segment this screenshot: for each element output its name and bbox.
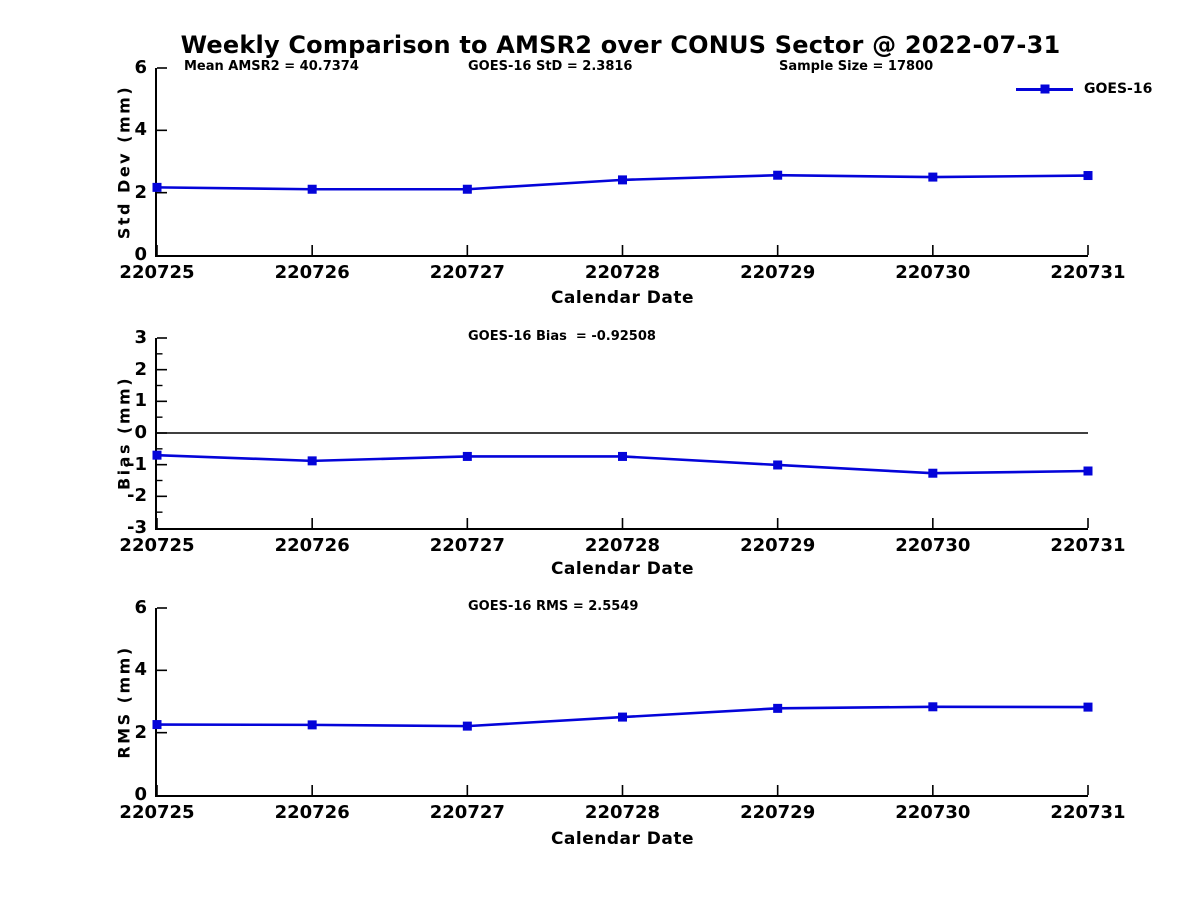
data-point-marker xyxy=(152,450,162,460)
x-tick-label: 220730 xyxy=(895,535,971,556)
x-tick-label: 220730 xyxy=(895,802,971,823)
data-point-marker xyxy=(773,703,783,713)
chart-block-bias: Bias (mm) GOES-16 Bias = -0.92508 Calend… xyxy=(115,327,1126,579)
y-tick-label: 6 xyxy=(134,597,147,618)
x-axis-label: Calendar Date xyxy=(550,829,695,849)
data-point-marker xyxy=(773,460,783,470)
x-tick-label: 220726 xyxy=(274,535,350,556)
x-tick-label: 220725 xyxy=(119,262,195,283)
legend-square-marker-icon xyxy=(1040,84,1049,94)
y-tick-label: 2 xyxy=(134,721,147,743)
data-point-marker xyxy=(618,451,627,461)
y-tick-label: 6 xyxy=(134,57,147,78)
data-point-marker xyxy=(152,720,162,730)
y-tick-label: 4 xyxy=(134,119,147,141)
x-tick-label: 220727 xyxy=(429,802,505,823)
legend-line-sample xyxy=(1016,84,1073,94)
y-tick-label: 2 xyxy=(134,181,147,203)
data-point-marker xyxy=(1083,702,1093,712)
x-tick-label: 220731 xyxy=(1050,802,1126,823)
data-point-marker xyxy=(928,172,938,182)
data-point-marker xyxy=(152,182,162,192)
plot-area xyxy=(152,337,1093,528)
y-axis-label: Std Dev (mm) xyxy=(114,84,134,239)
y-tick-label: 4 xyxy=(134,659,147,681)
y-tick-label: -3 xyxy=(127,517,147,538)
data-point-marker xyxy=(1083,466,1093,476)
x-tick-label: 220731 xyxy=(1050,262,1126,283)
data-point-marker xyxy=(462,721,472,731)
data-point-marker xyxy=(462,184,472,194)
x-tick-label: 220730 xyxy=(895,262,971,283)
x-tick-label: 220731 xyxy=(1050,535,1126,556)
y-tick-label: 0 xyxy=(134,244,147,265)
chart-block-rms: RMS (mm) GOES-16 RMS = 2.5549 Calendar D… xyxy=(115,597,1126,849)
x-tick-label: 220729 xyxy=(740,802,816,823)
data-point-marker xyxy=(462,451,472,461)
x-tick-label: 220727 xyxy=(429,262,505,283)
x-tick-label: 220729 xyxy=(740,262,816,283)
annotation-goes16-std: GOES-16 StD = 2.3816 xyxy=(468,59,633,74)
data-point-marker xyxy=(307,720,317,730)
y-tick-label: 1 xyxy=(134,390,147,412)
x-axis-label: Calendar Date xyxy=(550,288,695,308)
data-point-marker xyxy=(618,175,627,185)
x-tick-label: 220728 xyxy=(584,535,661,556)
data-point-marker xyxy=(928,468,938,478)
x-tick-label: 220726 xyxy=(274,262,350,283)
y-tick-label: -1 xyxy=(127,453,147,475)
legend: GOES-16 xyxy=(1016,80,1152,98)
annotation-mean-amsr2: Mean AMSR2 = 40.7374 xyxy=(184,59,359,74)
x-tick-label: 220729 xyxy=(740,535,816,556)
data-point-marker xyxy=(928,702,938,712)
annotation-sample-size: Sample Size = 17800 xyxy=(779,59,934,74)
y-tick-label: 0 xyxy=(134,784,147,805)
y-tick-label: 0 xyxy=(134,422,147,443)
x-tick-label: 220725 xyxy=(119,535,195,556)
x-tick-label: 220727 xyxy=(429,535,505,556)
annotation-goes16-rms: GOES-16 RMS = 2.5549 xyxy=(468,599,639,614)
y-tick-label: -2 xyxy=(127,485,147,507)
data-point-marker xyxy=(773,170,783,180)
data-point-marker xyxy=(307,456,317,466)
data-point-marker xyxy=(618,712,627,722)
x-tick-label: 220725 xyxy=(119,802,195,823)
plot-area xyxy=(152,67,1093,255)
annotation-goes16-bias: GOES-16 Bias = -0.92508 xyxy=(468,329,656,344)
x-tick-label: 220728 xyxy=(584,262,661,283)
chart-block-stddev: Std Dev (mm) Mean AMSR2 = 40.7374 GOES-1… xyxy=(115,57,1153,308)
y-tick-label: 3 xyxy=(134,327,147,348)
legend-label: GOES-16 xyxy=(1084,81,1153,97)
x-tick-label: 220728 xyxy=(584,802,661,823)
x-tick-label: 220726 xyxy=(274,802,350,823)
y-tick-label: 2 xyxy=(134,358,147,380)
chart-title: Weekly Comparison to AMSR2 over CONUS Se… xyxy=(180,31,1061,59)
plot-area xyxy=(152,607,1093,795)
data-point-marker xyxy=(1083,171,1093,181)
x-axis-label: Calendar Date xyxy=(550,559,695,579)
data-point-marker xyxy=(307,184,317,194)
